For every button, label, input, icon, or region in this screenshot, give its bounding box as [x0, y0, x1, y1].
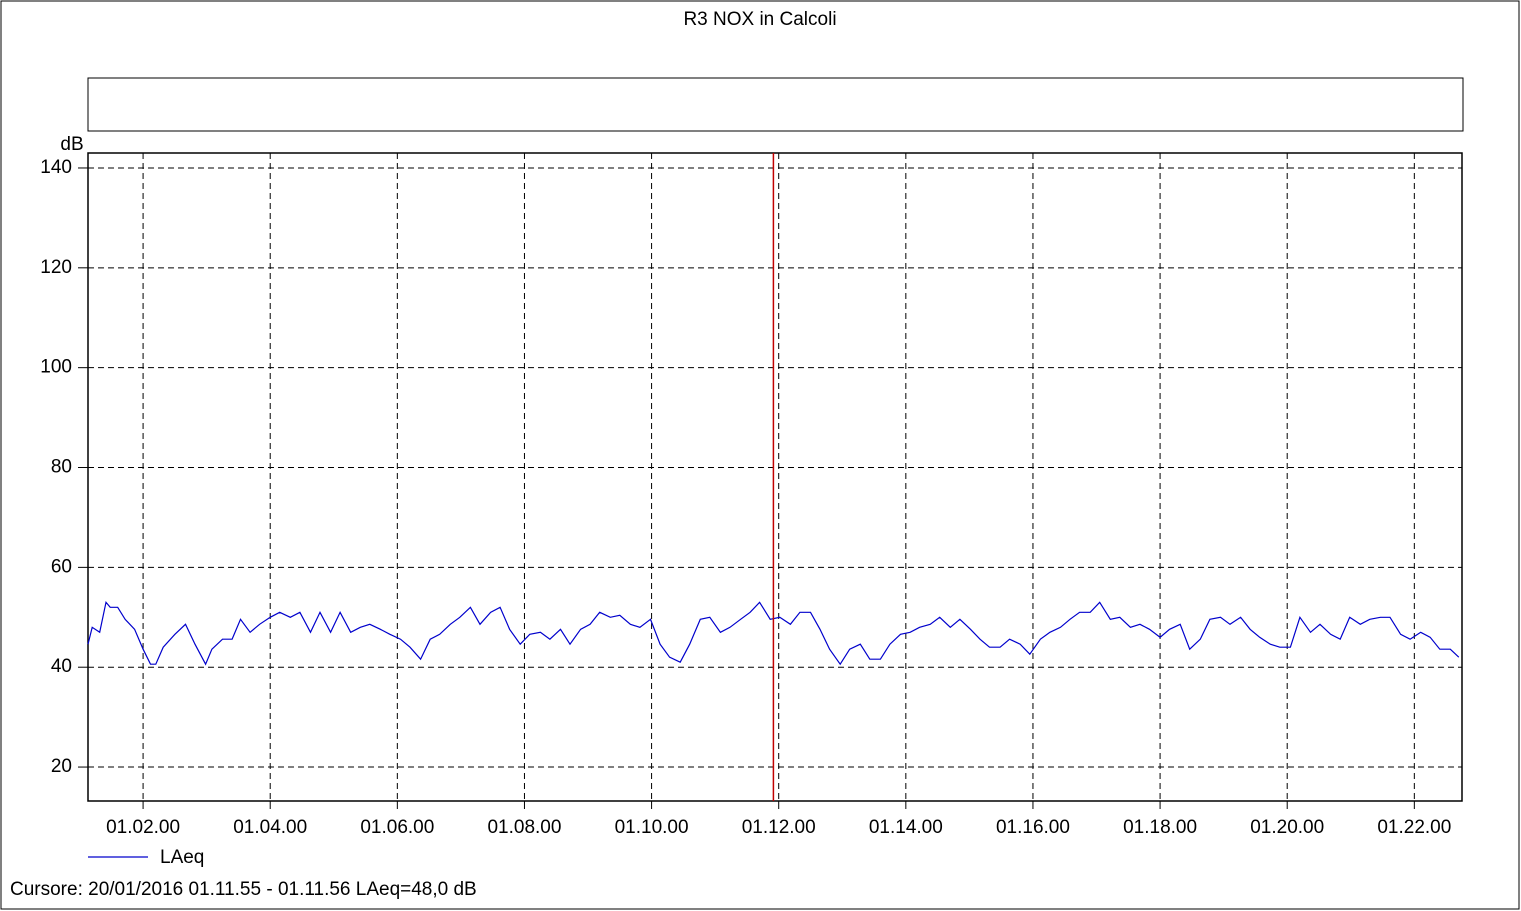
chart-title: R3 NOX in Calcoli [683, 9, 836, 30]
x-tick-label: 01.08.00 [487, 817, 561, 838]
cursor-info: Cursore: 20/01/2016 01.11.55 - 01.11.56 … [10, 879, 477, 900]
y-tick-label: 80 [51, 457, 72, 478]
x-tick-label: 01.02.00 [106, 817, 180, 838]
x-tick-label: 01.10.00 [615, 817, 689, 838]
y-tick-label: 20 [51, 756, 72, 777]
plot-frame [87, 152, 1463, 802]
legend-label: LAeq [160, 847, 204, 868]
y-tick-label: 100 [40, 357, 72, 378]
x-tick-label: 01.22.00 [1377, 817, 1451, 838]
data-line [87, 600, 1460, 666]
x-tick-label: 01.16.00 [996, 817, 1070, 838]
info-box [87, 77, 1464, 132]
y-axis-label: dB [60, 134, 83, 155]
x-tick-label: 01.14.00 [869, 817, 943, 838]
y-tick-label: 140 [40, 157, 72, 178]
y-tick-label: 40 [51, 656, 72, 677]
x-tick-label: 01.12.00 [742, 817, 816, 838]
x-tick-label: 01.18.00 [1123, 817, 1197, 838]
x-tick-label: 01.06.00 [360, 817, 434, 838]
x-tick-label: 01.20.00 [1250, 817, 1324, 838]
y-tick-label: 120 [40, 257, 72, 278]
y-tick-label: 60 [51, 556, 72, 577]
x-tick-label: 01.04.00 [233, 817, 307, 838]
